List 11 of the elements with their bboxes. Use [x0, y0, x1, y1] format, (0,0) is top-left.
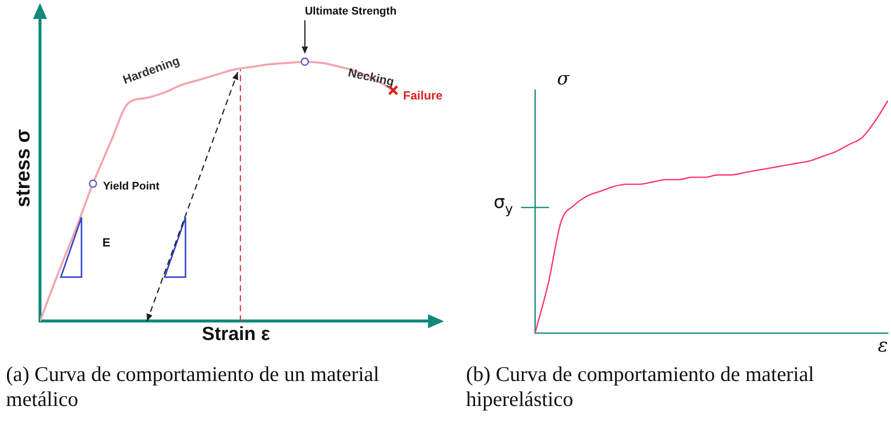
y-axis-title: σ — [557, 68, 570, 90]
annotation: Yield Point — [102, 180, 160, 193]
text: (a) Curva de comportamiento de un material metálico — [5, 361, 380, 412]
y-axis-title: stress σ — [12, 128, 35, 208]
x-axis-title: ε — [878, 334, 888, 357]
text: (b) Curva de comportamiento de material hiperelástico — [465, 361, 816, 412]
text: Ultimate Strength — [304, 6, 397, 18]
text: Failure — [403, 88, 443, 103]
x-axis-title: Strain ε — [202, 324, 270, 345]
annotation: Necking — [346, 65, 396, 89]
annotation: E — [102, 236, 110, 250]
